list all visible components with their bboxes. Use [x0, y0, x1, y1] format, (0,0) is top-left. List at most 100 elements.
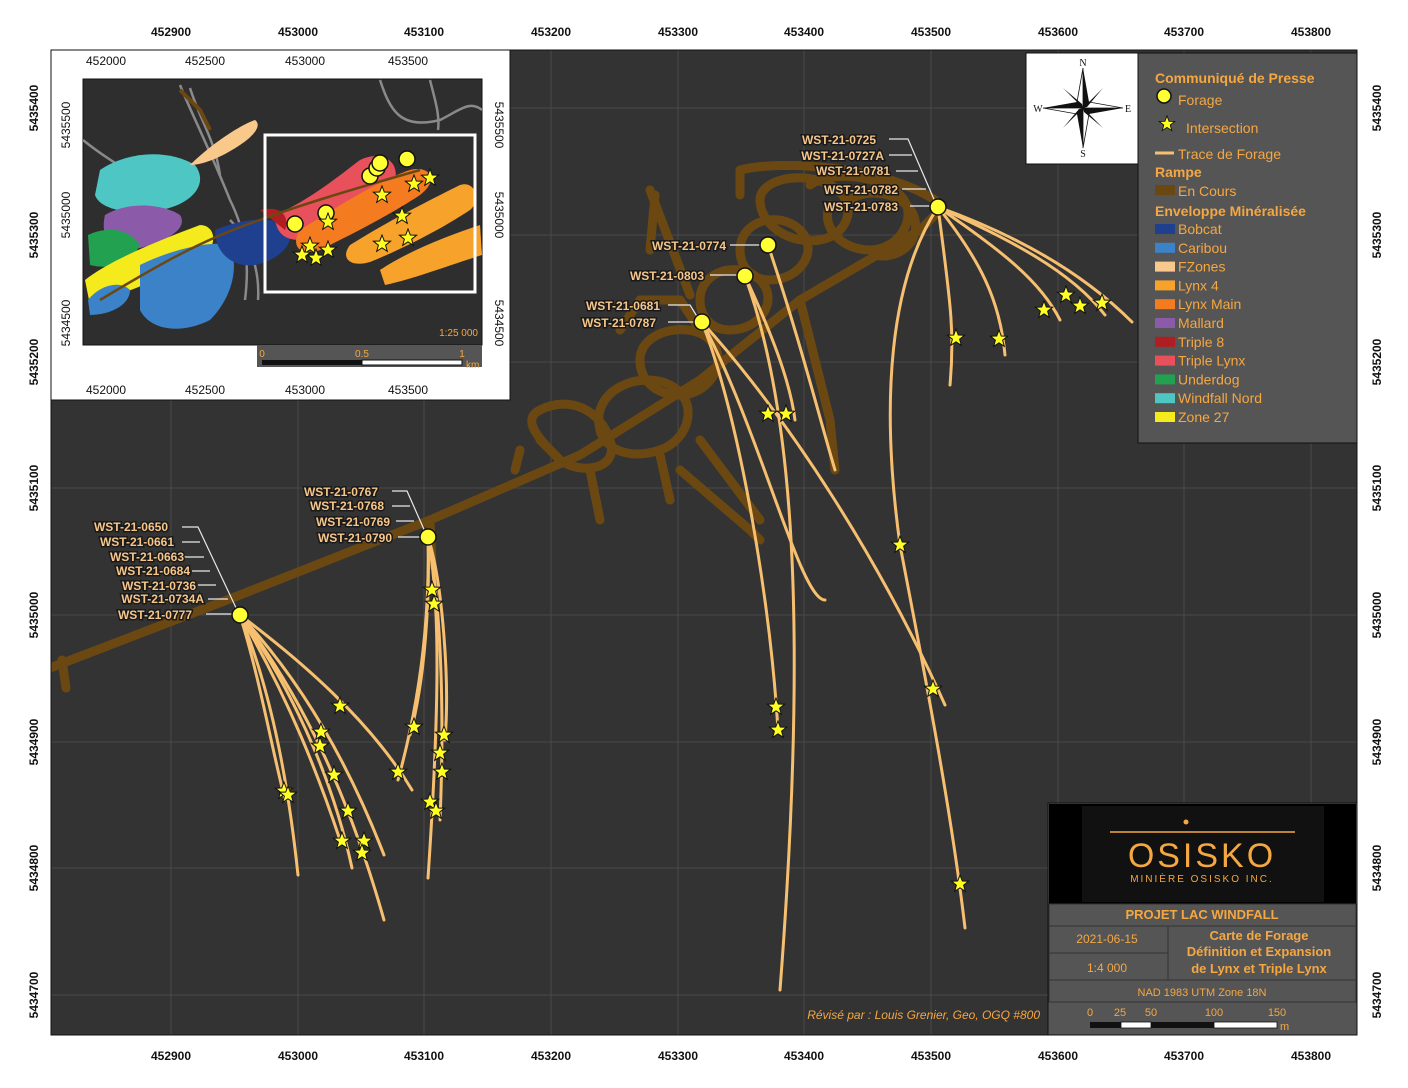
svg-text:Communiqué de Presse: Communiqué de Presse — [1155, 70, 1315, 86]
svg-text:5434800: 5434800 — [27, 844, 41, 891]
svg-text:100: 100 — [1205, 1007, 1223, 1019]
map-frame — [50, 49, 1358, 1036]
svg-text:Enveloppe Minéralisée: Enveloppe Minéralisée — [1155, 203, 1306, 219]
legend-swatch-fzones — [1155, 261, 1175, 272]
svg-text:5435400: 5435400 — [1370, 84, 1384, 131]
collar-west — [231, 606, 249, 624]
hole-label: WST-21-0774 — [652, 239, 726, 253]
hole-label: WST-21-0684 — [116, 564, 190, 578]
svg-text:0: 0 — [1087, 1007, 1093, 1019]
svg-text:5435200: 5435200 — [27, 338, 41, 385]
inset-map: 1:25 000 0 0.5 1 km 452000 452500 453000… — [50, 49, 511, 401]
legend-swatch-lynx-main — [1155, 299, 1175, 310]
svg-text:5435100: 5435100 — [1370, 464, 1384, 511]
svg-text:5434800: 5434800 — [1370, 844, 1384, 891]
svg-text:453000: 453000 — [285, 54, 325, 68]
hole-label: WST-21-0727A — [801, 149, 884, 163]
y-ticks-right: 5435400 5435300 5435200 5435100 5435000 … — [1370, 84, 1384, 1018]
x-ticks-top: 452900 453000 453100 453200 453300 45340… — [151, 25, 1331, 39]
hole-label: WST-21-0769 — [316, 515, 390, 529]
svg-text:5435000: 5435000 — [59, 191, 73, 238]
svg-text:452900: 452900 — [151, 1049, 191, 1063]
svg-text:5435100: 5435100 — [27, 464, 41, 511]
legend-label: Zone 27 — [1178, 409, 1230, 425]
svg-text:S: S — [1080, 149, 1086, 160]
svg-text:En Cours: En Cours — [1178, 183, 1236, 199]
hole-label: WST-21-0782 — [824, 183, 898, 197]
hole-label: WST-21-0777 — [118, 608, 192, 622]
svg-text:0.5: 0.5 — [355, 349, 369, 360]
hole-label: WST-21-0725 — [802, 133, 876, 147]
hole-label: WST-21-0783 — [824, 200, 898, 214]
svg-text:150: 150 — [1268, 1007, 1286, 1019]
svg-text:452000: 452000 — [86, 383, 126, 397]
north-arrow: N S E W — [1025, 52, 1139, 165]
svg-text:E: E — [1125, 104, 1131, 115]
svg-text:5435000: 5435000 — [1370, 591, 1384, 638]
svg-text:453600: 453600 — [1038, 25, 1078, 39]
svg-text:Forage: Forage — [1178, 92, 1223, 108]
svg-text:5435400: 5435400 — [27, 84, 41, 131]
svg-text:25: 25 — [1114, 1007, 1126, 1019]
svg-text:453200: 453200 — [531, 25, 571, 39]
svg-text:5434900: 5434900 — [1370, 718, 1384, 765]
svg-text:N: N — [1079, 58, 1086, 69]
svg-text:2021-06-15: 2021-06-15 — [1076, 932, 1138, 946]
svg-text:Définition et Expansion: Définition et Expansion — [1187, 944, 1332, 959]
svg-text:PROJET LAC WINDFALL: PROJET LAC WINDFALL — [1125, 907, 1278, 922]
osisko-logo: OSISKO — [1128, 837, 1276, 875]
svg-text:453300: 453300 — [658, 25, 698, 39]
collar-mid — [419, 528, 437, 546]
hole-label: WST-21-0790 — [318, 531, 392, 545]
svg-text:5435300: 5435300 — [27, 211, 41, 258]
svg-text:453800: 453800 — [1291, 1049, 1331, 1063]
svg-text:453100: 453100 — [404, 25, 444, 39]
svg-text:452900: 452900 — [151, 25, 191, 39]
hole-label: WST-21-0767 — [304, 485, 378, 499]
svg-text:453200: 453200 — [531, 1049, 571, 1063]
svg-text:NAD 1983 UTM Zone 18N: NAD 1983 UTM Zone 18N — [1138, 987, 1267, 999]
hole-label: WST-21-0650 — [94, 520, 168, 534]
hole-label: WST-21-0661 — [100, 535, 174, 549]
svg-text:453000: 453000 — [278, 1049, 318, 1063]
svg-text:1:4 000: 1:4 000 — [1087, 961, 1127, 975]
svg-text:453700: 453700 — [1164, 25, 1204, 39]
svg-text:Intersection: Intersection — [1186, 120, 1258, 136]
hole-label: WST-21-0681 — [586, 299, 660, 313]
legend-swatch-bobcat — [1155, 224, 1175, 234]
svg-text:MINIÈRE OSISKO INC.: MINIÈRE OSISKO INC. — [1130, 872, 1274, 885]
svg-text:50: 50 — [1145, 1007, 1157, 1019]
svg-text:452500: 452500 — [185, 383, 225, 397]
svg-text:de Lynx et Triple Lynx: de Lynx et Triple Lynx — [1191, 961, 1327, 976]
hole-label: WST-21-0736 — [122, 579, 196, 593]
legend-label: Lynx Main — [1178, 296, 1241, 312]
svg-text:W: W — [1033, 104, 1043, 115]
svg-text:5434900: 5434900 — [27, 718, 41, 765]
legend-label: Caribou — [1178, 240, 1227, 256]
svg-text:5435200: 5435200 — [1370, 338, 1384, 385]
svg-text:453400: 453400 — [784, 25, 824, 39]
svg-text:1: 1 — [459, 349, 465, 360]
legend-label: FZones — [1178, 259, 1225, 275]
svg-text:Rampe: Rampe — [1155, 164, 1202, 180]
svg-text:453000: 453000 — [285, 383, 325, 397]
svg-text:453000: 453000 — [278, 25, 318, 39]
svg-text:5434500: 5434500 — [59, 299, 73, 346]
svg-text:453600: 453600 — [1038, 1049, 1078, 1063]
legend-label: Bobcat — [1178, 221, 1222, 237]
hole-label: WST-21-0803 — [630, 269, 704, 283]
svg-text:452500: 452500 — [185, 54, 225, 68]
svg-text:5434700: 5434700 — [27, 971, 41, 1018]
collars — [231, 198, 947, 624]
svg-text:5435500: 5435500 — [59, 101, 73, 148]
svg-text:m: m — [1280, 1021, 1289, 1033]
collar-0774 — [759, 236, 777, 254]
revised-by: Révisé par : Louis Grenier, Geo, OGQ #80… — [807, 1008, 1040, 1022]
legend-swatch-underdog — [1155, 374, 1175, 385]
svg-text:453500: 453500 — [911, 25, 951, 39]
legend-label: Underdog — [1178, 371, 1240, 387]
svg-text:5434500: 5434500 — [492, 300, 506, 347]
hole-labels: WST-21-0650 WST-21-0661 WST-21-0663 WST-… — [92, 132, 899, 624]
hole-label: WST-21-0781 — [816, 164, 890, 178]
